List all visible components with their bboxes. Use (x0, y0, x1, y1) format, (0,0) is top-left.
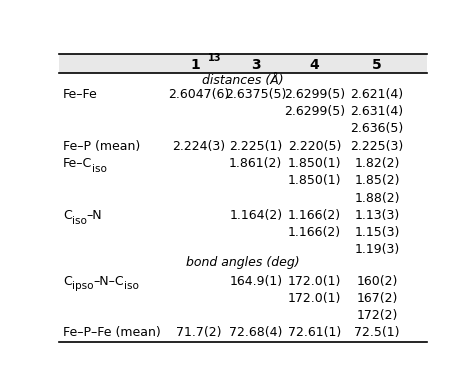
Text: 1.164(2): 1.164(2) (229, 209, 283, 222)
Text: iso: iso (72, 215, 87, 226)
Text: 72.5(1): 72.5(1) (354, 326, 400, 339)
Text: 13: 13 (208, 53, 221, 63)
Text: 3: 3 (251, 58, 261, 71)
Text: C: C (63, 275, 72, 288)
Text: 1.88(2): 1.88(2) (354, 192, 400, 204)
Bar (59, 54, 427, 73)
Text: 1: 1 (190, 58, 200, 71)
Text: –N–C: –N–C (93, 275, 124, 288)
Text: Fe–Fe: Fe–Fe (63, 88, 98, 101)
Text: –N: –N (87, 209, 102, 222)
Text: 2.6375(5): 2.6375(5) (225, 88, 286, 101)
Text: Fe–P–Fe (mean): Fe–P–Fe (mean) (63, 326, 161, 339)
Text: 2.621(4): 2.621(4) (350, 88, 403, 101)
Text: 2.225(3): 2.225(3) (350, 140, 404, 153)
Text: 1.15(3): 1.15(3) (355, 226, 400, 239)
Text: 1.166(2): 1.166(2) (288, 226, 341, 239)
Text: 2.6299(5): 2.6299(5) (284, 105, 345, 118)
Text: 1.861(2): 1.861(2) (229, 157, 283, 170)
Text: iso: iso (92, 164, 107, 174)
Text: Fe–C: Fe–C (63, 157, 92, 170)
Text: C: C (63, 209, 72, 222)
Text: 1.166(2): 1.166(2) (288, 209, 341, 222)
Text: ipso: ipso (72, 282, 93, 291)
Text: Fe–P (mean): Fe–P (mean) (63, 140, 140, 153)
Text: 2.220(5): 2.220(5) (288, 140, 341, 153)
Text: 1.85(2): 1.85(2) (354, 174, 400, 187)
Text: 1.850(1): 1.850(1) (288, 174, 341, 187)
Text: 2.631(4): 2.631(4) (350, 105, 403, 118)
Text: 71.7(2): 71.7(2) (176, 326, 221, 339)
Text: bond angles (deg): bond angles (deg) (186, 256, 300, 269)
Text: 2.225(1): 2.225(1) (229, 140, 283, 153)
Text: distances (Å): distances (Å) (202, 74, 284, 87)
Text: 172.0(1): 172.0(1) (288, 292, 341, 305)
Text: 1.850(1): 1.850(1) (288, 157, 341, 170)
Text: 72.61(1): 72.61(1) (288, 326, 341, 339)
Text: 2.224(3): 2.224(3) (172, 140, 226, 153)
Text: 160(2): 160(2) (356, 275, 398, 288)
Text: 2.6299(5): 2.6299(5) (284, 88, 345, 101)
Text: 172(2): 172(2) (356, 309, 398, 322)
Text: iso: iso (124, 282, 139, 291)
Text: 2.6047(6): 2.6047(6) (168, 88, 229, 101)
Text: 2.636(5): 2.636(5) (350, 122, 404, 136)
Text: 5: 5 (372, 58, 382, 71)
Text: 72.68(4): 72.68(4) (229, 326, 283, 339)
Text: 1.13(3): 1.13(3) (355, 209, 400, 222)
Text: 167(2): 167(2) (356, 292, 398, 305)
Text: 4: 4 (310, 58, 319, 71)
Text: 172.0(1): 172.0(1) (288, 275, 341, 288)
Text: 164.9(1): 164.9(1) (229, 275, 283, 288)
Text: 1.19(3): 1.19(3) (355, 243, 400, 256)
Text: 1.82(2): 1.82(2) (355, 157, 400, 170)
